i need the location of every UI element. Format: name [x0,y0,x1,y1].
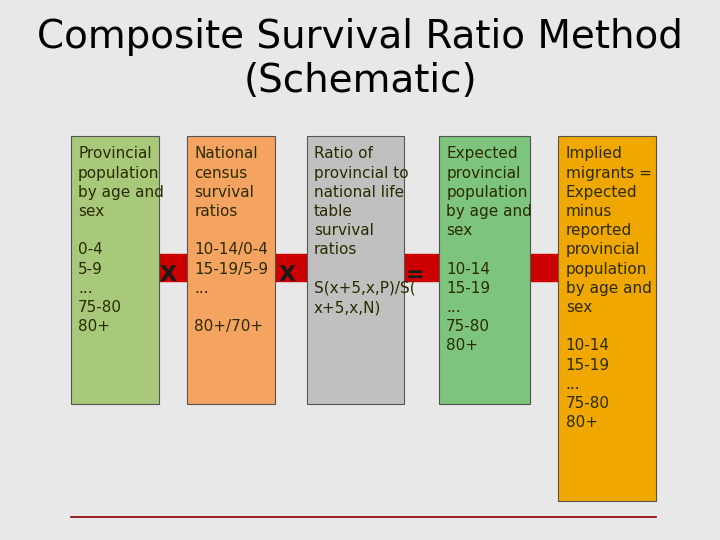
Text: =: = [406,265,425,285]
Text: Provincial
population
by age and
sex

0-4
5-9
...
75-80
80+: Provincial population by age and sex 0-4… [78,146,164,334]
Text: Implied
migrants =
Expected
minus
reported
provincial
population
by age and
sex
: Implied migrants = Expected minus report… [566,146,652,430]
FancyBboxPatch shape [404,254,438,281]
Text: Composite Survival Ratio Method
(Schematic): Composite Survival Ratio Method (Schemat… [37,17,683,99]
FancyBboxPatch shape [530,254,558,281]
FancyBboxPatch shape [275,254,307,281]
FancyBboxPatch shape [158,254,187,281]
Text: National
census
survival
ratios

10-14/0-4
15-19/5-9
...

80+/70+: National census survival ratios 10-14/0-… [194,146,269,334]
Text: Expected
provincial
population
by age and
sex

10-14
15-19
...
75-80
80+: Expected provincial population by age an… [446,146,532,354]
FancyBboxPatch shape [307,136,404,404]
FancyBboxPatch shape [558,136,656,501]
FancyBboxPatch shape [438,136,530,404]
Text: Ratio of
provincial to
national life
table
survival
ratios

S(x+5,x,P)/S(
x+5,x,: Ratio of provincial to national life tab… [314,146,415,315]
Text: X: X [279,265,296,285]
FancyBboxPatch shape [187,136,275,404]
Text: X: X [160,265,176,285]
FancyBboxPatch shape [71,136,158,404]
